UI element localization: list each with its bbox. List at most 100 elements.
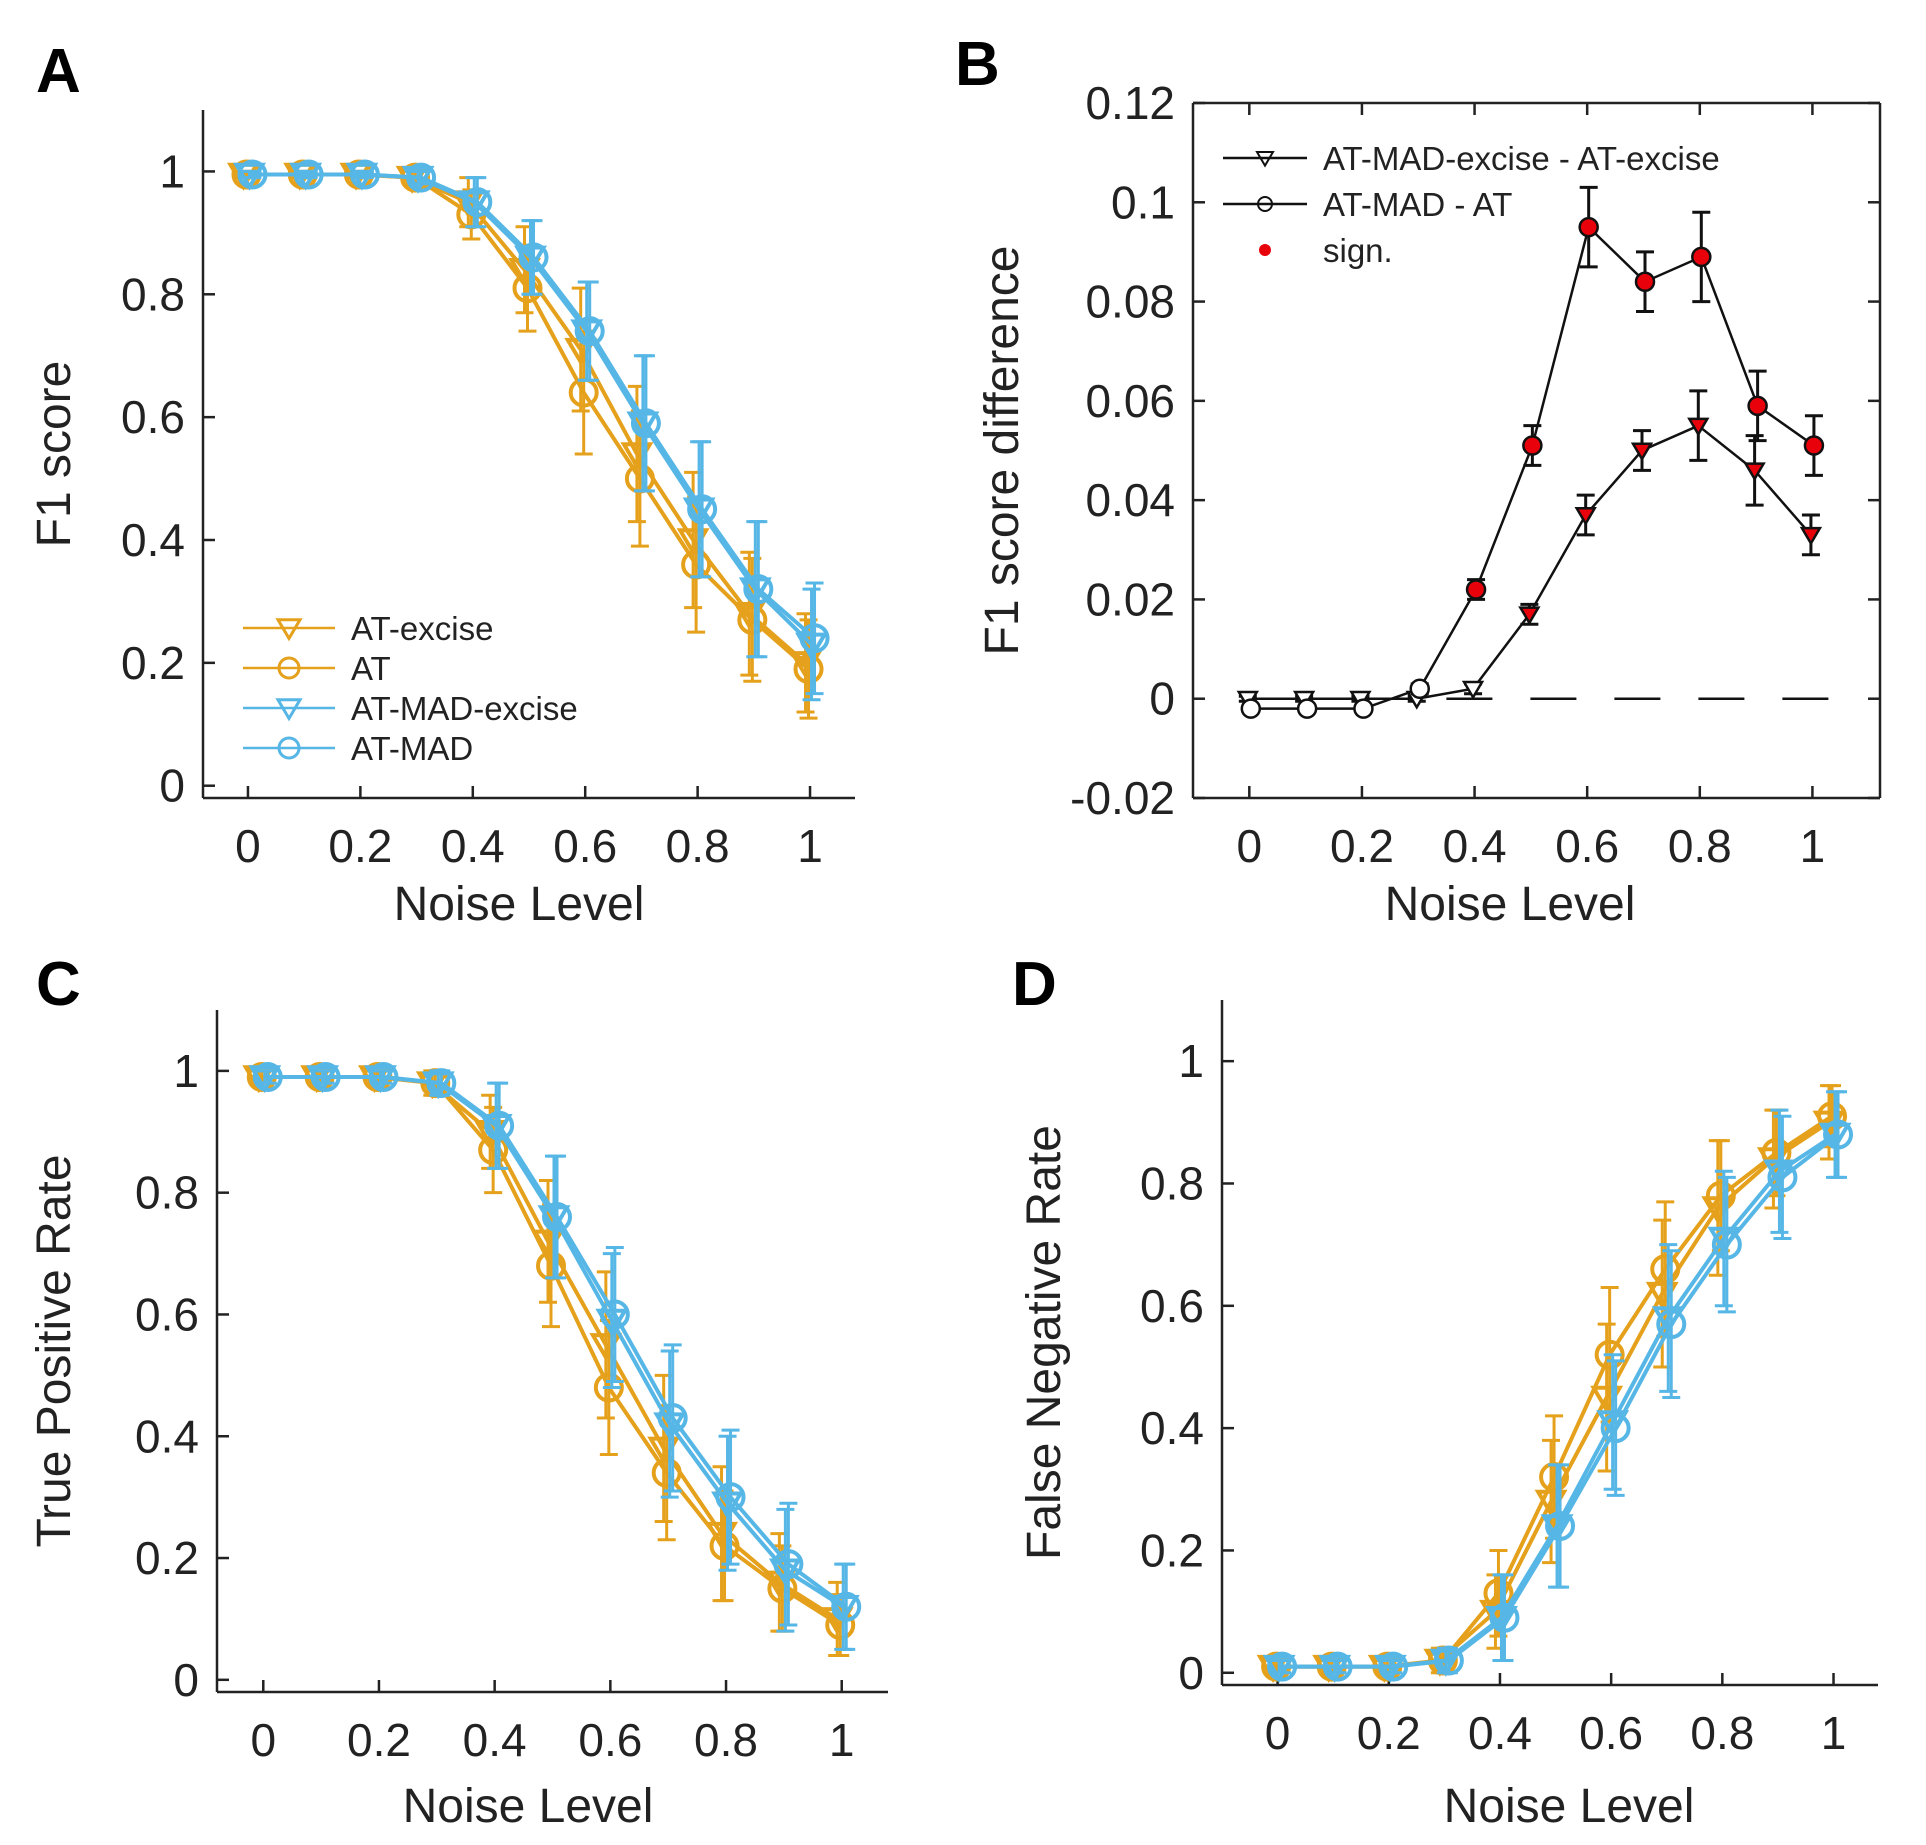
x-tick-label: 0.6	[1579, 1707, 1643, 1759]
x-axis-label: Noise Level	[394, 878, 645, 931]
data-point-triangle	[537, 1205, 571, 1234]
data-point-circle	[737, 604, 768, 635]
data-point-circle	[1634, 271, 1656, 292]
data-point-circle	[1650, 1254, 1681, 1285]
y-axis-label: F1 score difference	[976, 246, 1029, 656]
legend-label: AT-MAD - AT	[1323, 186, 1512, 223]
y-tick-label: 0.08	[1085, 276, 1175, 328]
y-tick-label: 1	[173, 1045, 199, 1097]
data-point-triangle	[570, 319, 604, 348]
x-tick-label: 0.2	[347, 1714, 411, 1766]
data-point-triangle	[626, 411, 660, 440]
data-point-circle	[1545, 1510, 1576, 1541]
data-point-circle	[1578, 216, 1599, 238]
legend-marker-significant	[1259, 244, 1271, 256]
data-point-circle	[651, 1457, 682, 1488]
panel-letter: B	[955, 30, 1000, 99]
y-tick-label: 0.02	[1085, 573, 1175, 625]
x-tick-label: 0.8	[1690, 1707, 1754, 1759]
y-tick-label: 0.6	[1140, 1280, 1204, 1332]
data-point-circle	[1409, 678, 1430, 700]
data-point-triangle	[1574, 507, 1597, 527]
y-tick-label: 0.2	[121, 637, 185, 689]
y-axis-label: True Positive Rate	[28, 1154, 81, 1547]
y-tick-label: 0.06	[1085, 375, 1175, 427]
data-point-circle	[1322, 1651, 1353, 1682]
x-tick-label: 0.2	[1357, 1707, 1421, 1759]
chart-panel-c: C 0 0.2 0.4 0.6 0.8 1 0 0.2 0.4 0.6 0.8 1 Noise Level…	[28, 950, 888, 1833]
data-point-circle	[293, 159, 324, 190]
data-point-triangle	[1518, 606, 1541, 626]
y-tick-label: 0.8	[135, 1167, 199, 1219]
series-at-mad	[252, 1061, 862, 1651]
data-point-circle	[518, 242, 549, 273]
legend-marker-circle	[277, 736, 301, 760]
data-point-circle	[484, 1110, 515, 1141]
data-point-circle	[349, 159, 380, 190]
data-point-triangle	[826, 1595, 860, 1624]
panel-letter: A	[36, 37, 81, 106]
chart-panel-a: A 0 0.2 0.4 0.6 0.8 1 0 0.2 0.4 0.6 0.8 1 Noise Level…	[28, 37, 855, 931]
data-point-circle	[657, 1402, 688, 1433]
data-point-circle	[1656, 1309, 1687, 1340]
legend-label: AT-excise	[351, 610, 493, 647]
x-axis-label: Noise Level	[403, 1780, 654, 1833]
panel-letter: D	[1012, 950, 1057, 1019]
y-tick-label: 0.6	[135, 1288, 199, 1340]
data-point-circle	[831, 1591, 862, 1622]
data-point-circle	[1240, 698, 1262, 719]
data-point-circle	[715, 1482, 746, 1513]
legend-marker-triangle	[1255, 151, 1275, 168]
chart-panel-b: B -0.02 0 0.02 0.04 0.06 0.08 0.1 0.12 0 0.2 0.4 0.6…	[955, 30, 1882, 931]
data-point-circle	[743, 574, 774, 605]
y-tick-label: -0.02	[1070, 772, 1175, 824]
data-point-circle	[593, 1372, 624, 1403]
data-point-circle	[1433, 1645, 1464, 1676]
data-point-circle	[709, 1530, 740, 1561]
x-tick-label: 0.6	[1555, 820, 1619, 872]
data-point-circle	[1296, 698, 1318, 719]
x-tick-label: 0.8	[1668, 820, 1732, 872]
legend-label: AT-MAD-excise - AT-excise	[1323, 140, 1720, 177]
data-point-circle	[1711, 1229, 1742, 1260]
data-point-circle	[237, 159, 268, 190]
x-tick-label: 0	[235, 820, 261, 872]
data-point-triangle	[1540, 1514, 1574, 1543]
y-tick-label: 1	[159, 145, 185, 197]
data-point-triangle	[1799, 526, 1823, 546]
y-tick-label: 0.8	[121, 268, 185, 320]
y-tick-label: 0	[159, 760, 185, 812]
y-tick-label: 0.4	[135, 1410, 199, 1462]
data-point-circle	[1817, 1101, 1848, 1132]
y-tick-label: 0.6	[121, 391, 185, 443]
data-point-circle	[1594, 1339, 1625, 1370]
x-tick-label: 0.8	[694, 1714, 758, 1766]
data-point-circle	[406, 162, 437, 193]
data-point-circle	[1600, 1413, 1631, 1444]
y-tick-label: 0.2	[1140, 1524, 1204, 1576]
legend-label: AT	[351, 650, 391, 687]
y-tick-label: 0.12	[1085, 77, 1175, 129]
legend-marker-triangle	[275, 618, 303, 642]
y-tick-label: 0.8	[1140, 1157, 1204, 1209]
chart-panel-d: D 0 0.2 0.4 0.6 0.8 1 0 0.2 0.4 0.6 0.8 1 Noise Level…	[1012, 950, 1878, 1833]
data-point-triangle	[1818, 1122, 1852, 1151]
data-point-circle	[1522, 435, 1543, 456]
y-tick-label: 0	[1178, 1647, 1204, 1699]
data-point-circle	[1465, 579, 1487, 600]
y-tick-label: 0.1	[1111, 176, 1175, 228]
x-tick-label: 0.4	[441, 820, 505, 872]
data-point-circle	[252, 1061, 283, 1092]
data-point-circle	[368, 1061, 399, 1092]
x-tick-label: 1	[1821, 1707, 1847, 1759]
x-tick-label: 0	[250, 1714, 276, 1766]
y-tick-label: 0	[1149, 673, 1175, 725]
data-point-circle	[574, 316, 605, 347]
x-axis-label: Noise Level	[1444, 1780, 1695, 1833]
data-point-circle	[687, 494, 718, 525]
y-tick-label: 0.2	[135, 1532, 199, 1584]
x-tick-label: 0.2	[328, 820, 392, 872]
panel-letter: C	[36, 950, 81, 1019]
legend-marker-triangle	[275, 698, 303, 722]
